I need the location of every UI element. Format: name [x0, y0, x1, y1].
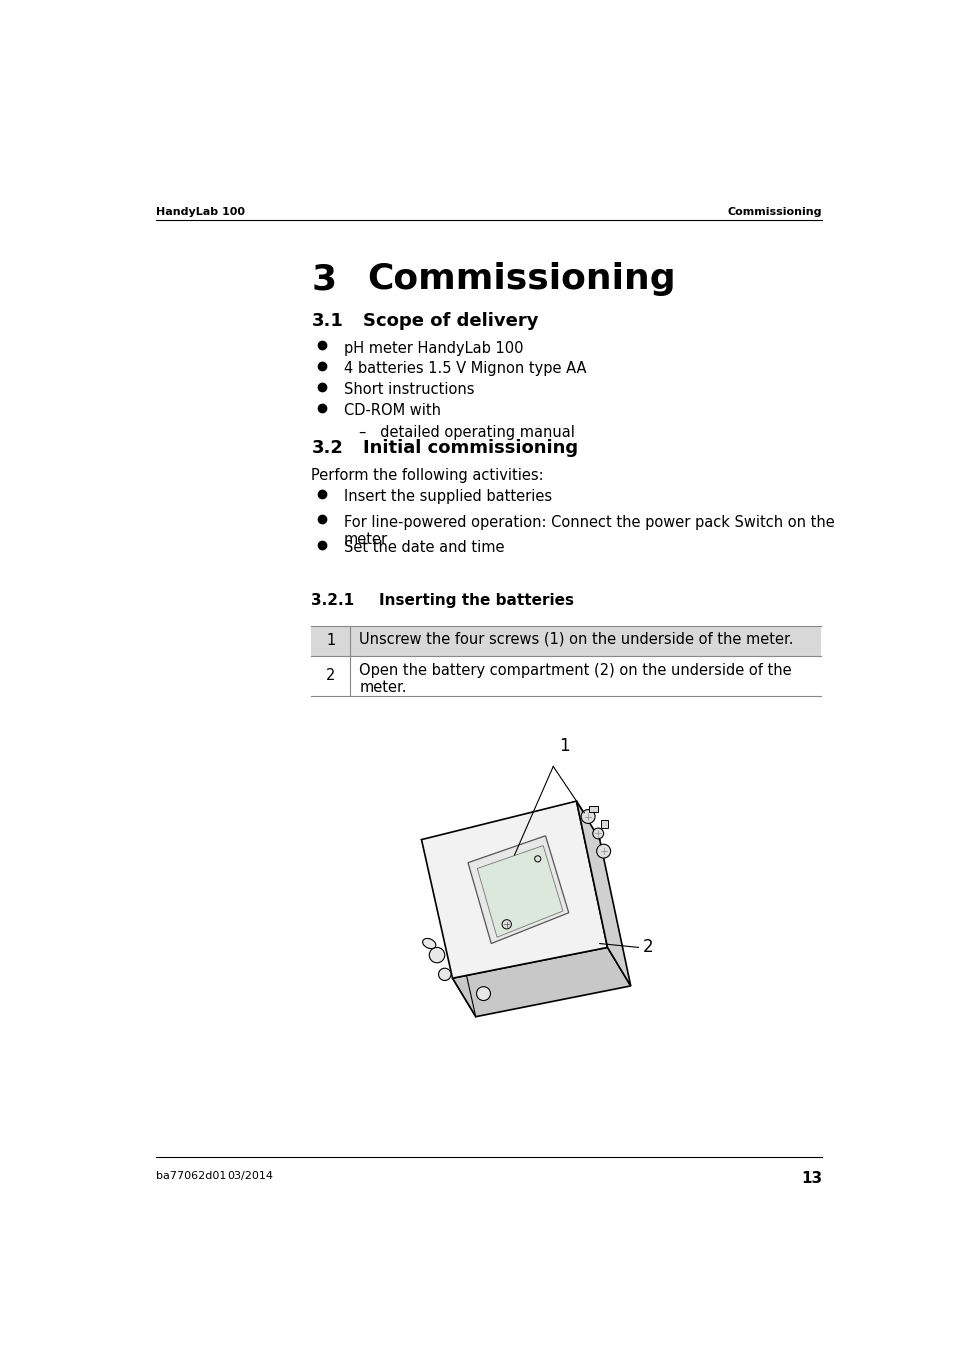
Text: pH meter HandyLab 100: pH meter HandyLab 100: [344, 340, 523, 355]
Text: 13: 13: [801, 1170, 821, 1185]
Text: HandyLab 100: HandyLab 100: [155, 207, 244, 216]
Text: Open the battery compartment (2) on the underside of the
meter.: Open the battery compartment (2) on the …: [359, 663, 791, 695]
FancyBboxPatch shape: [311, 626, 821, 656]
Text: 3.2.1: 3.2.1: [311, 593, 355, 609]
Circle shape: [501, 919, 511, 929]
Text: 3.2: 3.2: [311, 439, 343, 458]
Circle shape: [592, 828, 603, 838]
Text: 1: 1: [558, 737, 570, 755]
Text: For line-powered operation: Connect the power pack Switch on the
meter: For line-powered operation: Connect the …: [344, 514, 834, 547]
Text: Commissioning: Commissioning: [367, 262, 675, 296]
Text: 1: 1: [326, 633, 335, 648]
Text: Initial commissioning: Initial commissioning: [363, 439, 578, 458]
Circle shape: [534, 856, 540, 861]
Polygon shape: [468, 836, 568, 944]
Circle shape: [580, 810, 595, 824]
Text: 2: 2: [641, 938, 652, 956]
Text: Perform the following activities:: Perform the following activities:: [311, 468, 543, 483]
Text: ba77062d01: ba77062d01: [155, 1170, 226, 1181]
Text: Unscrew the four screws (1) on the underside of the meter.: Unscrew the four screws (1) on the under…: [359, 632, 793, 647]
Text: 4 batteries 1.5 V Mignon type AA: 4 batteries 1.5 V Mignon type AA: [344, 362, 586, 377]
Text: Inserting the batteries: Inserting the batteries: [378, 593, 574, 609]
Text: 03/2014: 03/2014: [228, 1170, 274, 1181]
Text: Commissioning: Commissioning: [727, 207, 821, 216]
Text: Scope of delivery: Scope of delivery: [363, 312, 538, 331]
Text: 2: 2: [326, 668, 335, 683]
Text: CD-ROM with: CD-ROM with: [344, 404, 440, 418]
Polygon shape: [421, 801, 607, 979]
Polygon shape: [452, 948, 630, 1017]
Text: 3.1: 3.1: [311, 312, 343, 331]
FancyBboxPatch shape: [599, 821, 608, 828]
FancyBboxPatch shape: [588, 806, 598, 811]
Polygon shape: [576, 801, 630, 986]
Text: Set the date and time: Set the date and time: [344, 540, 504, 555]
Text: Insert the supplied batteries: Insert the supplied batteries: [344, 489, 552, 505]
Text: 3: 3: [311, 262, 336, 296]
Text: –   detailed operating manual: – detailed operating manual: [359, 425, 575, 440]
Ellipse shape: [422, 938, 436, 949]
Circle shape: [438, 968, 451, 980]
Circle shape: [596, 844, 610, 859]
Text: Short instructions: Short instructions: [344, 382, 474, 397]
Circle shape: [476, 987, 490, 1000]
Polygon shape: [476, 845, 562, 937]
Circle shape: [429, 948, 444, 963]
